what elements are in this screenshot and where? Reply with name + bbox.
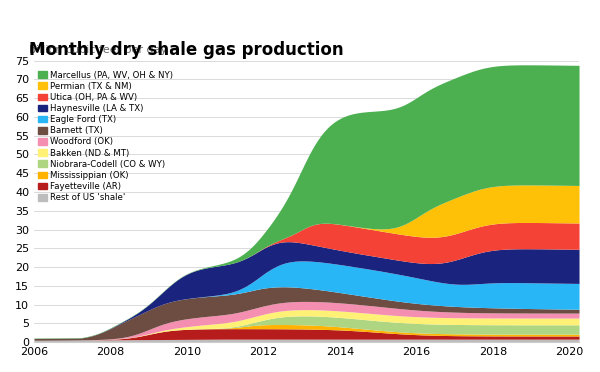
Text: Monthly dry shale gas production: Monthly dry shale gas production	[29, 41, 343, 59]
Legend: Marcellus (PA, WV, OH & NY), Permian (TX & NM), Utica (OH, PA & WV), Haynesville: Marcellus (PA, WV, OH & NY), Permian (TX…	[38, 71, 173, 202]
Text: billion cubic feet per day: billion cubic feet per day	[29, 45, 167, 55]
